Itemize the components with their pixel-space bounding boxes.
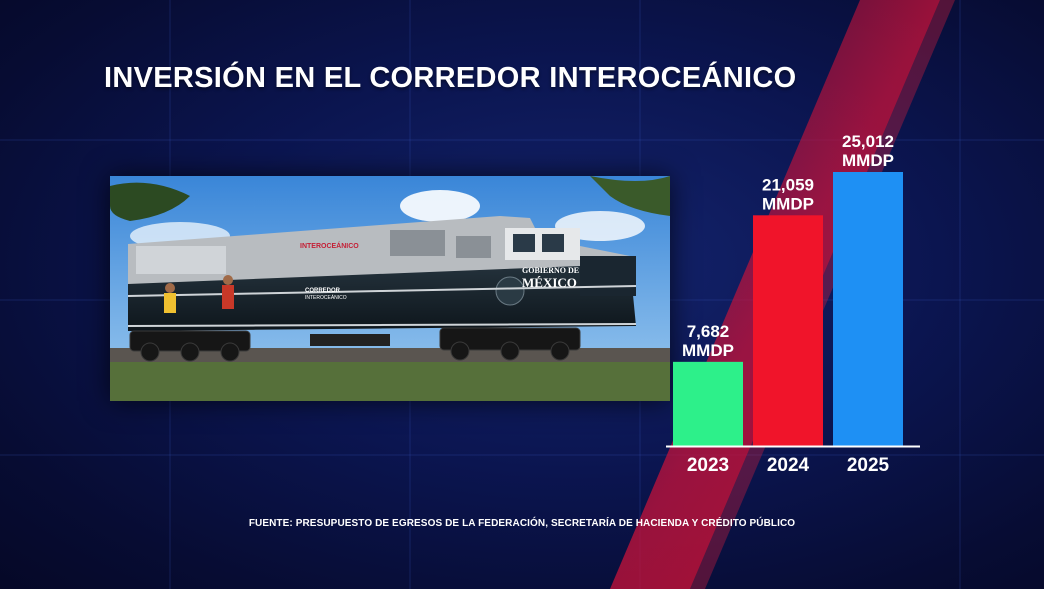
- category-label-2024: 2024: [767, 455, 810, 476]
- value-label-2024: 21,059: [762, 175, 814, 194]
- locomotive-photo: INTEROCEÁNICO GOBIERNO DE MÉXICO CORREDO…: [110, 176, 670, 401]
- bar-2023: [673, 361, 743, 446]
- unit-label-2024: MMDP: [762, 194, 814, 213]
- value-label-2023: 7,682: [687, 322, 730, 341]
- bar-chart: 7,682MMDP202321,059MMDP202425,012MMDP202…: [666, 132, 920, 476]
- unit-label-2025: MMDP: [842, 151, 894, 170]
- locomotive-text-corredor: CORREDOR: [305, 288, 341, 294]
- locomotive-text-mexico: MÉXICO: [522, 275, 577, 290]
- locomotive-text-gobierno: GOBIERNO DE: [522, 266, 579, 275]
- locomotive-text-interoceanico: INTEROCEÁNICO: [305, 294, 347, 301]
- source-note: FUENTE: PRESUPUESTO DE EGRESOS DE LA FED…: [248, 518, 796, 529]
- bar-2024: [753, 215, 823, 446]
- value-label-2025: 25,012: [842, 132, 894, 151]
- page-title: INVERSIÓN EN EL CORREDOR INTEROCEÁNICO: [104, 62, 797, 94]
- category-label-2025: 2025: [847, 455, 890, 476]
- bar-2025: [833, 172, 903, 446]
- unit-label-2023: MMDP: [682, 341, 734, 360]
- category-label-2023: 2023: [687, 455, 729, 476]
- locomotive-text-top: INTEROCEÁNICO: [300, 241, 359, 250]
